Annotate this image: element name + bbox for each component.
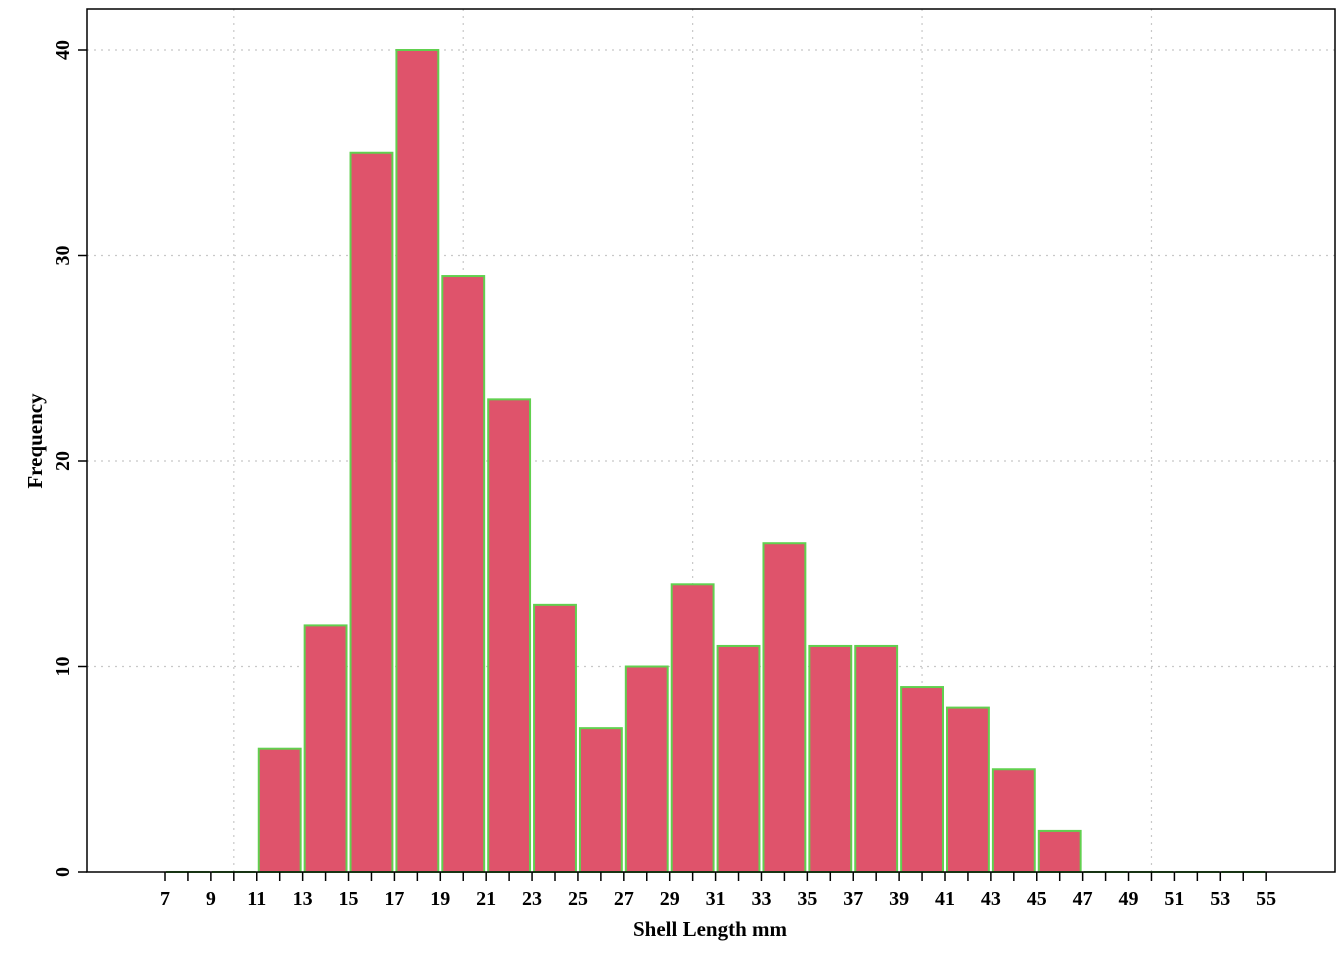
x-tick-label: 23 bbox=[522, 888, 542, 910]
x-tick-label: 7 bbox=[160, 888, 170, 910]
x-tick-label: 37 bbox=[843, 888, 863, 910]
x-tick-label: 33 bbox=[751, 888, 771, 910]
bars-layer bbox=[166, 49, 1266, 874]
x-tick-label: 51 bbox=[1164, 888, 1184, 910]
y-tick-label: 10 bbox=[52, 657, 74, 677]
x-tick-label: 17 bbox=[384, 888, 404, 910]
histogram-bar bbox=[487, 398, 532, 873]
y-tick-label: 40 bbox=[52, 40, 74, 60]
x-tick-label: 49 bbox=[1119, 888, 1139, 910]
y-tick-label: 20 bbox=[52, 451, 74, 471]
x-tick-label: 19 bbox=[430, 888, 450, 910]
histogram-bar bbox=[854, 644, 899, 874]
histogram-bar bbox=[808, 644, 853, 874]
x-axis-ticks: 7 9 11 13 15 17 19 21 23 25 27 29 31 33 35 37 39 41 43 45 47… bbox=[160, 872, 1276, 910]
x-tick-label: 39 bbox=[889, 888, 909, 910]
histogram-bar bbox=[533, 603, 577, 873]
x-tick-label: 55 bbox=[1256, 888, 1276, 910]
y-axis-title: Frequency bbox=[23, 393, 47, 489]
x-tick-label: 11 bbox=[247, 888, 266, 910]
y-tick-label: 0 bbox=[52, 867, 74, 877]
histogram-bar bbox=[303, 624, 348, 874]
axes-layer bbox=[86, 8, 1336, 873]
x-tick-label: 41 bbox=[935, 888, 955, 910]
histogram-bar bbox=[1037, 829, 1082, 874]
x-tick-label: 9 bbox=[206, 888, 216, 910]
histogram-bar bbox=[395, 49, 440, 873]
histogram-bar bbox=[349, 151, 394, 873]
x-tick-label: 53 bbox=[1210, 888, 1230, 910]
x-tick-label: 35 bbox=[797, 888, 817, 910]
x-tick-label: 29 bbox=[660, 888, 680, 910]
x-tick-label: 43 bbox=[981, 888, 1001, 910]
histogram-bar bbox=[441, 275, 486, 873]
histogram-bar bbox=[991, 768, 1036, 873]
histogram-bar bbox=[716, 644, 761, 874]
x-tick-label: 25 bbox=[568, 888, 588, 910]
histogram-bar bbox=[670, 583, 715, 873]
histogram-bar bbox=[257, 747, 302, 874]
x-tick-label: 21 bbox=[476, 888, 496, 910]
x-tick-label: 15 bbox=[339, 888, 359, 910]
y-tick-label: 30 bbox=[52, 246, 74, 266]
plot-frame bbox=[86, 8, 1336, 873]
histogram-bar bbox=[946, 706, 990, 873]
y-axis-ticks: 0 10 20 30 40 bbox=[52, 40, 87, 877]
x-tick-label: 45 bbox=[1027, 888, 1047, 910]
x-axis-title: Shell Length mm bbox=[633, 917, 788, 941]
x-tick-label: 13 bbox=[293, 888, 313, 910]
histogram-bar bbox=[624, 665, 669, 873]
histogram-bar bbox=[900, 686, 945, 873]
x-tick-label: 27 bbox=[614, 888, 634, 910]
x-tick-label: 31 bbox=[706, 888, 726, 910]
histogram-bar bbox=[578, 727, 623, 874]
histogram-bar bbox=[762, 542, 807, 873]
x-tick-label: 47 bbox=[1073, 888, 1093, 910]
